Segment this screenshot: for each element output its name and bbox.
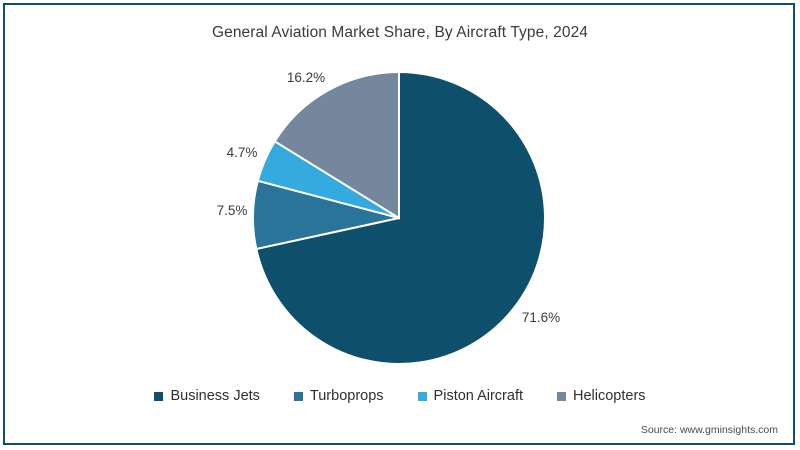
pie-slice-group [252, 70, 547, 365]
source-attribution: Source: www.gminsights.com [640, 424, 778, 436]
page-title: General Aviation Market Share, By Aircra… [211, 24, 589, 41]
pie-slice[interactable] [273, 70, 400, 220]
legend-item-label: Business Jets [170, 388, 260, 404]
chart-legend: Business Jets Turboprops Piston Aircraft He… [0, 388, 800, 404]
legend-item-label: Helicopters [573, 388, 646, 404]
pie-slice-label: 4.7% [227, 145, 258, 160]
legend-item[interactable]: Turboprops [293, 388, 384, 404]
pie-label-group: 71.6% 7.5% 4.7% 16.2% [217, 70, 561, 325]
legend-item-label: Turboprops [309, 388, 384, 404]
legend-item[interactable]: Piston Aircraft [417, 388, 523, 404]
pie-slice-label: 71.6% [522, 310, 560, 325]
legend-swatch-icon [557, 391, 566, 401]
legend-item-label: Piston Aircraft [433, 388, 523, 404]
legend-swatch-icon [154, 391, 164, 401]
legend-item[interactable]: Business Jets [154, 388, 260, 404]
pie-slice-label: 7.5% [217, 203, 248, 218]
pie-slice-label: 16.2% [287, 70, 325, 85]
legend-swatch-icon [417, 391, 427, 401]
legend-swatch-icon [293, 391, 303, 401]
legend-item[interactable]: Helicopters [557, 388, 646, 404]
pie-slice[interactable] [255, 70, 547, 365]
